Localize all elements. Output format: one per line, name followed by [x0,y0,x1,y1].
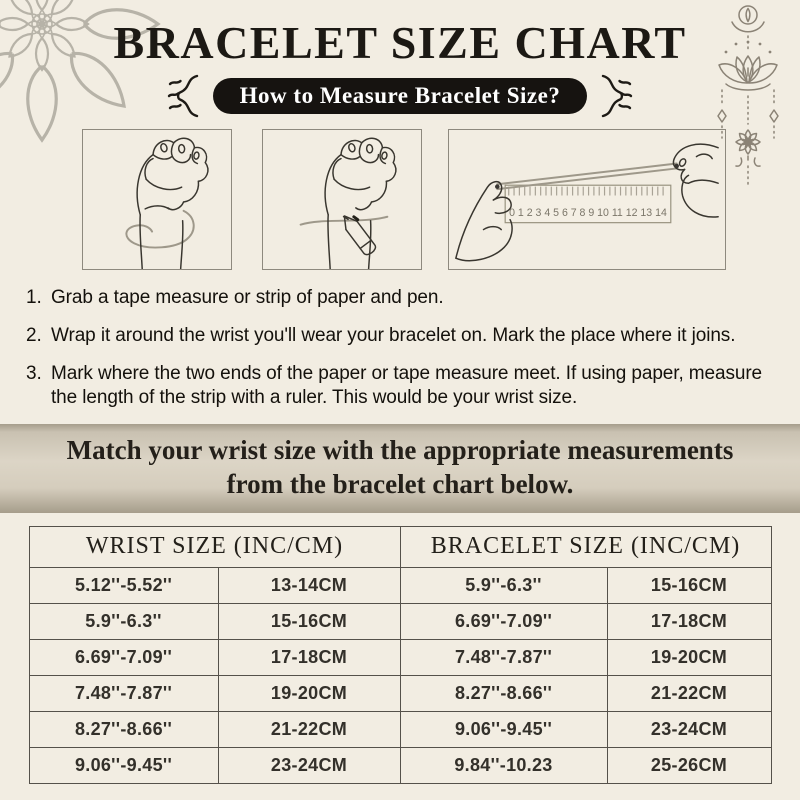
ruler-measure-illustration: 0 1 2 3 4 5 6 7 8 9 10 11 12 13 14 [455,143,719,262]
step-3-number: 3. [26,363,42,385]
banner-line-1: Match your wrist size with the appropria… [66,434,734,465]
bracelet-inch-cell: 7.48''-7.87'' [399,638,608,676]
wrist-inch-cell: 7.48''-7.87'' [28,674,219,712]
bracelet-inch-cell: 5.9''-6.3'' [399,566,608,604]
table-row: 7.48''-7.87'' 19-20CM 8.27''-8.66'' 21-2… [28,674,772,712]
step-1-text: Grab a tape measure or strip of paper an… [51,287,444,308]
bracelet-cm-cell: 25-26CM [606,746,772,784]
how-to-measure-badge-row: How to Measure Bracelet Size? [0,74,800,118]
table-row: 5.9''-6.3'' 15-16CM 6.69''-7.09'' 17-18C… [28,602,772,640]
wrist-cm-cell: 15-16CM [217,602,401,640]
step-1: 1. Grab a tape measure or strip of paper… [26,286,774,309]
step-2-number: 2. [26,325,42,347]
illustration-wrap-tape [82,129,232,270]
table-header-row: WRIST SIZE (INC/CM) BRACELET SIZE (INC/C… [28,525,772,568]
wrist-tape-illustration [125,137,209,269]
match-size-banner: Match your wrist size with the appropria… [0,423,800,513]
step-1-number: 1. [26,287,42,308]
table-row: 9.06''-9.45'' 23-24CM 9.84''-10.23 25-26… [28,746,772,784]
banner-line-2: from the bracelet chart below. [226,468,574,499]
bracelet-inch-cell: 6.69''-7.09'' [399,602,608,640]
size-chart-table: WRIST SIZE (INC/CM) BRACELET SIZE (INC/C… [28,525,772,784]
wrist-cm-cell: 23-24CM [217,746,401,784]
bracelet-cm-cell: 19-20CM [606,638,772,676]
measurement-steps: 1. Grab a tape measure or strip of paper… [26,286,774,409]
wrist-cm-cell: 17-18CM [217,638,401,676]
step-3-text: Mark where the two ends of the paper or … [51,363,763,408]
step-3: 3. Mark where the two ends of the paper … [26,362,774,408]
wrist-cm-cell: 21-22CM [217,710,401,748]
step-2: 2. Wrap it around the wrist you'll wear … [26,324,774,347]
bracelet-inch-cell: 9.84''-10.23 [399,746,608,784]
illustration-ruler-measure: 0 1 2 3 4 5 6 7 8 9 10 11 12 13 14 [448,129,726,270]
left-flourish-icon [167,74,198,118]
wrist-inch-cell: 6.69''-7.09'' [28,638,219,676]
wrist-cm-cell: 13-14CM [217,566,401,604]
wrist-pen-illustration [299,137,397,269]
wrist-inch-cell: 8.27''-8.66'' [28,710,219,748]
bracelet-inch-cell: 8.27''-8.66'' [399,674,608,712]
how-to-measure-badge: How to Measure Bracelet Size? [212,78,588,114]
footer-note: Generally, the optimal length of a brace… [0,797,800,800]
step-2-text: Wrap it around the wrist you'll wear you… [51,325,736,347]
wrist-inch-cell: 9.06''-9.45'' [28,746,219,784]
wrist-inch-cell: 5.9''-6.3'' [28,602,219,640]
wrist-cm-cell: 19-20CM [217,674,401,712]
bracelet-cm-cell: 21-22CM [606,674,772,712]
wrist-size-header: WRIST SIZE (INC/CM) [28,525,401,568]
wrist-inch-cell: 5.12''-5.52'' [28,566,219,604]
bracelet-inch-cell: 9.06''-9.45'' [399,710,608,748]
bracelet-cm-cell: 17-18CM [606,602,772,640]
table-row: 8.27''-8.66'' 21-22CM 9.06''-9.45'' 23-2… [28,710,772,748]
ruler-numbers: 0 1 2 3 4 5 6 7 8 9 10 11 12 13 14 [509,207,667,219]
bracelet-size-header: BRACELET SIZE (INC/CM) [399,525,772,568]
right-flourish-icon [602,74,633,118]
illustration-mark-with-pen [262,129,422,270]
table-row: 6.69''-7.09'' 17-18CM 7.48''-7.87'' 19-2… [28,638,772,676]
bracelet-cm-cell: 15-16CM [606,566,772,604]
measurement-illustrations: 0 1 2 3 4 5 6 7 8 9 10 11 12 13 14 [82,129,800,270]
bracelet-cm-cell: 23-24CM [606,710,772,748]
table-row: 5.12''-5.52'' 13-14CM 5.9''-6.3'' 15-16C… [28,566,772,604]
page-title: BRACELET SIZE CHART [113,17,687,68]
